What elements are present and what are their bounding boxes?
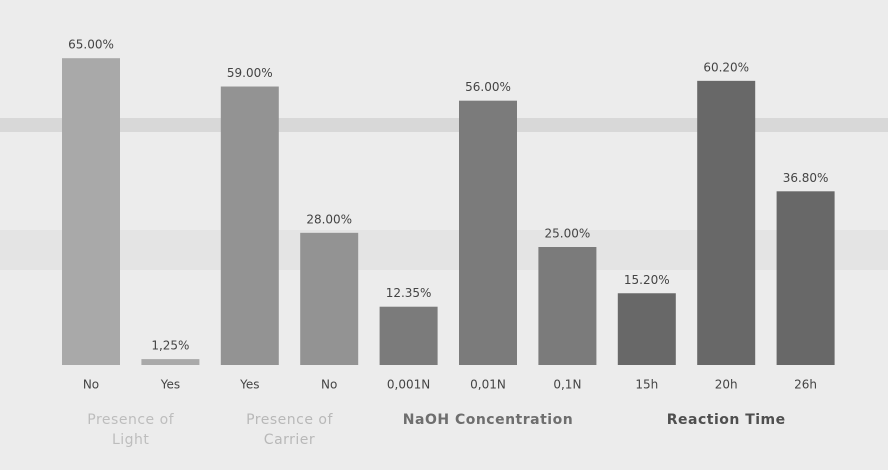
bar [300, 232, 359, 365]
x-tick-label: 26h [794, 378, 817, 392]
value-label: 59.00% [227, 66, 273, 80]
x-tick-label: No [83, 378, 99, 392]
bar [697, 80, 756, 365]
x-tick-label: 0,01N [470, 378, 506, 392]
bar [776, 191, 835, 365]
bar [617, 293, 676, 365]
value-label: 60.20% [703, 60, 749, 74]
x-tick-label: 20h [715, 378, 738, 392]
bar [538, 247, 597, 365]
value-label: 12.35% [386, 286, 432, 300]
x-tick-label: Yes [239, 378, 259, 392]
group-label: Reaction Time [666, 412, 786, 428]
x-tick-label: No [321, 378, 337, 392]
group-label: NaOH Concentration [402, 412, 574, 428]
value-label: 15.20% [624, 273, 670, 287]
x-tick-label: 0,1N [553, 378, 581, 392]
value-label: 25.00% [545, 227, 591, 241]
x-tick-label: 15h [635, 378, 658, 392]
bar [141, 359, 200, 365]
bar [220, 86, 279, 366]
value-label: 28.00% [306, 212, 352, 226]
group-label: Presence of Carrier [246, 412, 333, 448]
x-tick-label: Yes [160, 378, 180, 392]
bar [459, 100, 517, 366]
value-label: 65.00% [68, 38, 114, 52]
bar [379, 306, 438, 365]
group-label: Presence of Light [87, 412, 175, 448]
x-tick-label: 0,001N [387, 378, 430, 392]
value-label: 36.80% [783, 171, 829, 185]
value-label: 1,25% [151, 339, 189, 353]
value-label: 56.00% [465, 80, 511, 94]
bar [62, 58, 120, 365]
